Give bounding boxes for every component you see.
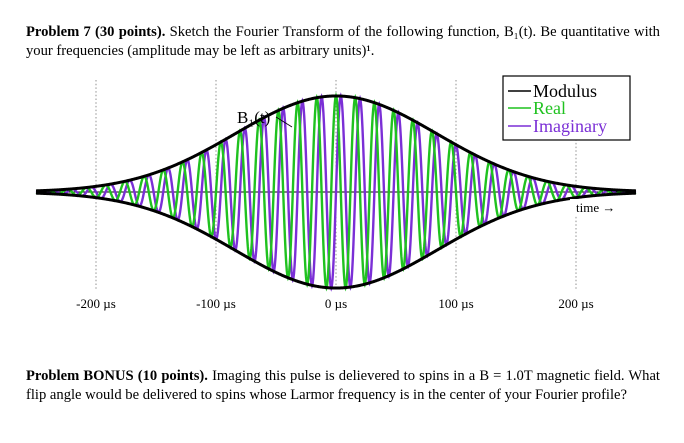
x-tick-label-4: 200 µs <box>558 296 593 311</box>
legend: Modulus Real Imaginary <box>502 75 631 141</box>
problem-bonus-heading: Problem BONUS (10 points). <box>26 368 208 384</box>
series-modulus-lower <box>35 191 637 290</box>
x-tick-label-0: -200 µs <box>76 296 116 311</box>
x-axis-label: time → <box>576 200 615 215</box>
x-tick-label-3: 100 µs <box>438 296 473 311</box>
legend-label-imaginary: Imaginary <box>533 116 607 136</box>
curve-label: B₁(t) <box>237 108 270 127</box>
series-imaginary <box>35 92 637 292</box>
problem-bonus-text: Imaging this pulse is delievered to spin… <box>26 368 660 403</box>
problem-7-heading: Problem 7 (30 points). <box>26 24 166 40</box>
legend-label-real: Real <box>533 98 566 118</box>
curve-label-pointer <box>275 116 293 128</box>
time-label-background <box>570 199 630 215</box>
x-tick-label-2: 0 µs <box>325 296 347 311</box>
legend-label-modulus: Modulus <box>533 81 597 101</box>
problem-7-paragraph: Problem 7 (30 points). Sketch the Fourie… <box>26 23 660 61</box>
x-tick-labels: -200 µs -100 µs 0 µs 100 µs 200 µs <box>76 296 593 311</box>
series-modulus-upper <box>35 94 637 193</box>
problem-7-text: Sketch the Fourier Transform of the foll… <box>26 24 660 59</box>
x-tick-label-1: -100 µs <box>196 296 236 311</box>
problem-bonus-paragraph: Problem BONUS (10 points). Imaging this … <box>26 367 660 405</box>
